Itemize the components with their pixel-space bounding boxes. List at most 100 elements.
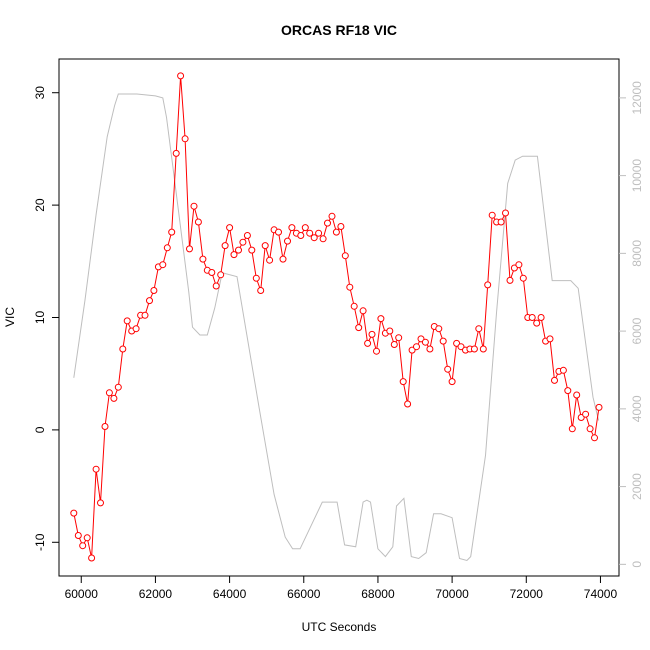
- bottom-axis: 60000 62000 64000 66000 68000 70000 72000 74000: [65, 576, 618, 601]
- y-tick-label: 0: [33, 426, 47, 433]
- vic-series-line: [73, 75, 600, 559]
- x-tick-label: 60000: [65, 587, 99, 601]
- vic-data-point: [301, 224, 309, 232]
- vic-data-point: [226, 224, 234, 232]
- y2-tick-label: 6000: [630, 317, 644, 344]
- vic-data-point: [88, 554, 96, 562]
- vic-data-point: [435, 325, 443, 333]
- vic-data-point: [475, 325, 483, 333]
- x-tick-label: 70000: [435, 587, 469, 601]
- vic-data-point: [377, 315, 385, 323]
- right-axis: 0 2000 4000 6000 8000 10000 12000: [619, 81, 644, 568]
- vic-data-point: [230, 251, 238, 259]
- vic-data-point: [502, 209, 509, 217]
- x-axis-label: UTC Seconds: [302, 620, 377, 634]
- y2-tick-label: 10000: [630, 159, 644, 193]
- x-tick-label: 72000: [510, 587, 544, 601]
- vic-data-point: [235, 246, 242, 254]
- x-tick-label: 66000: [287, 587, 321, 601]
- vic-data-point: [564, 387, 572, 395]
- x-tick-label: 68000: [361, 587, 395, 601]
- vic-data-point: [444, 365, 452, 373]
- vic-data-point: [350, 302, 358, 310]
- vic-data-point: [404, 400, 412, 408]
- x-tick-label: 74000: [584, 587, 618, 601]
- altitude-series-line: [73, 93, 600, 562]
- vic-data-point: [324, 219, 331, 227]
- vic-data-point: [194, 218, 202, 226]
- vic-data-point: [551, 376, 558, 384]
- y2-tick-label: 8000: [630, 240, 644, 267]
- vic-data-point: [297, 232, 305, 239]
- vic-data-point: [341, 252, 349, 260]
- x-tick-label: 64000: [213, 587, 247, 601]
- vic-data-point: [257, 287, 265, 294]
- vic-data-point: [146, 297, 153, 305]
- vic-data-point: [390, 341, 398, 348]
- vic-data-point: [319, 235, 327, 243]
- vic-data-point: [355, 324, 363, 332]
- vic-data-point: [582, 410, 590, 418]
- vic-data-point: [528, 314, 536, 321]
- x-tick-label: 62000: [139, 587, 173, 601]
- vic-data-point: [426, 345, 434, 353]
- vic-data-point: [315, 229, 323, 237]
- vic-data-point: [83, 534, 91, 542]
- vic-data-point: [515, 261, 523, 269]
- vic-data-point: [114, 383, 122, 391]
- vic-data-point: [110, 394, 118, 402]
- y2-tick-label: 2000: [630, 473, 644, 500]
- y-tick-label: 30: [33, 86, 47, 100]
- vic-data-point: [105, 389, 113, 397]
- vic-data-point: [413, 343, 420, 351]
- vic-data-point: [399, 378, 407, 386]
- vic-data-point: [368, 330, 376, 338]
- vic-data-point: [266, 256, 274, 264]
- vic-data-point: [186, 245, 193, 253]
- vic-data-point: [284, 237, 291, 245]
- vic-data-point: [484, 281, 492, 289]
- y-axis-label: VIC: [3, 307, 17, 327]
- vic-data-point: [346, 283, 354, 291]
- vic-data-point: [239, 238, 247, 246]
- vic-data-point: [332, 228, 340, 236]
- vic-data-point: [359, 307, 367, 315]
- vic-data-point: [386, 327, 394, 335]
- vic-data-point: [217, 271, 225, 279]
- vic-data-point: [586, 425, 594, 433]
- vic-data-point: [275, 228, 282, 236]
- vic-data-point: [252, 274, 260, 282]
- vic-data-point: [150, 287, 158, 294]
- vic-data-point: [488, 211, 496, 219]
- vic-data-point: [101, 423, 109, 430]
- vic-data-point: [448, 378, 456, 386]
- vic-data-point: [479, 345, 487, 353]
- series-layer: [70, 72, 603, 562]
- vic-data-point: [364, 339, 372, 347]
- vic-data-point: [168, 228, 176, 236]
- y-tick-label: 10: [33, 311, 47, 325]
- vic-data-point: [159, 261, 167, 269]
- vic-data-point: [212, 282, 220, 290]
- vic-data-point: [123, 317, 131, 325]
- vic-data-point: [261, 242, 269, 250]
- vic-data-point: [70, 509, 78, 517]
- vic-data-point: [79, 542, 87, 550]
- y2-tick-label: 0: [630, 561, 644, 568]
- vic-data-point: [141, 311, 149, 319]
- vic-data-point: [181, 135, 189, 143]
- vic-data-point: [177, 72, 185, 80]
- vic-data-point: [439, 337, 447, 345]
- vic-data-point: [208, 269, 216, 276]
- vic-data-point: [559, 366, 567, 374]
- vic-data-point: [506, 276, 514, 284]
- vic-data-point: [248, 246, 256, 254]
- vic-data-point: [97, 499, 104, 507]
- vic-data-point: [243, 232, 251, 239]
- vic-data-point: [421, 338, 429, 346]
- y2-tick-label: 12000: [630, 81, 644, 115]
- vic-data-point: [546, 335, 554, 343]
- chart-title: ORCAS RF18 VIC: [281, 22, 397, 38]
- vic-data-point: [537, 314, 545, 321]
